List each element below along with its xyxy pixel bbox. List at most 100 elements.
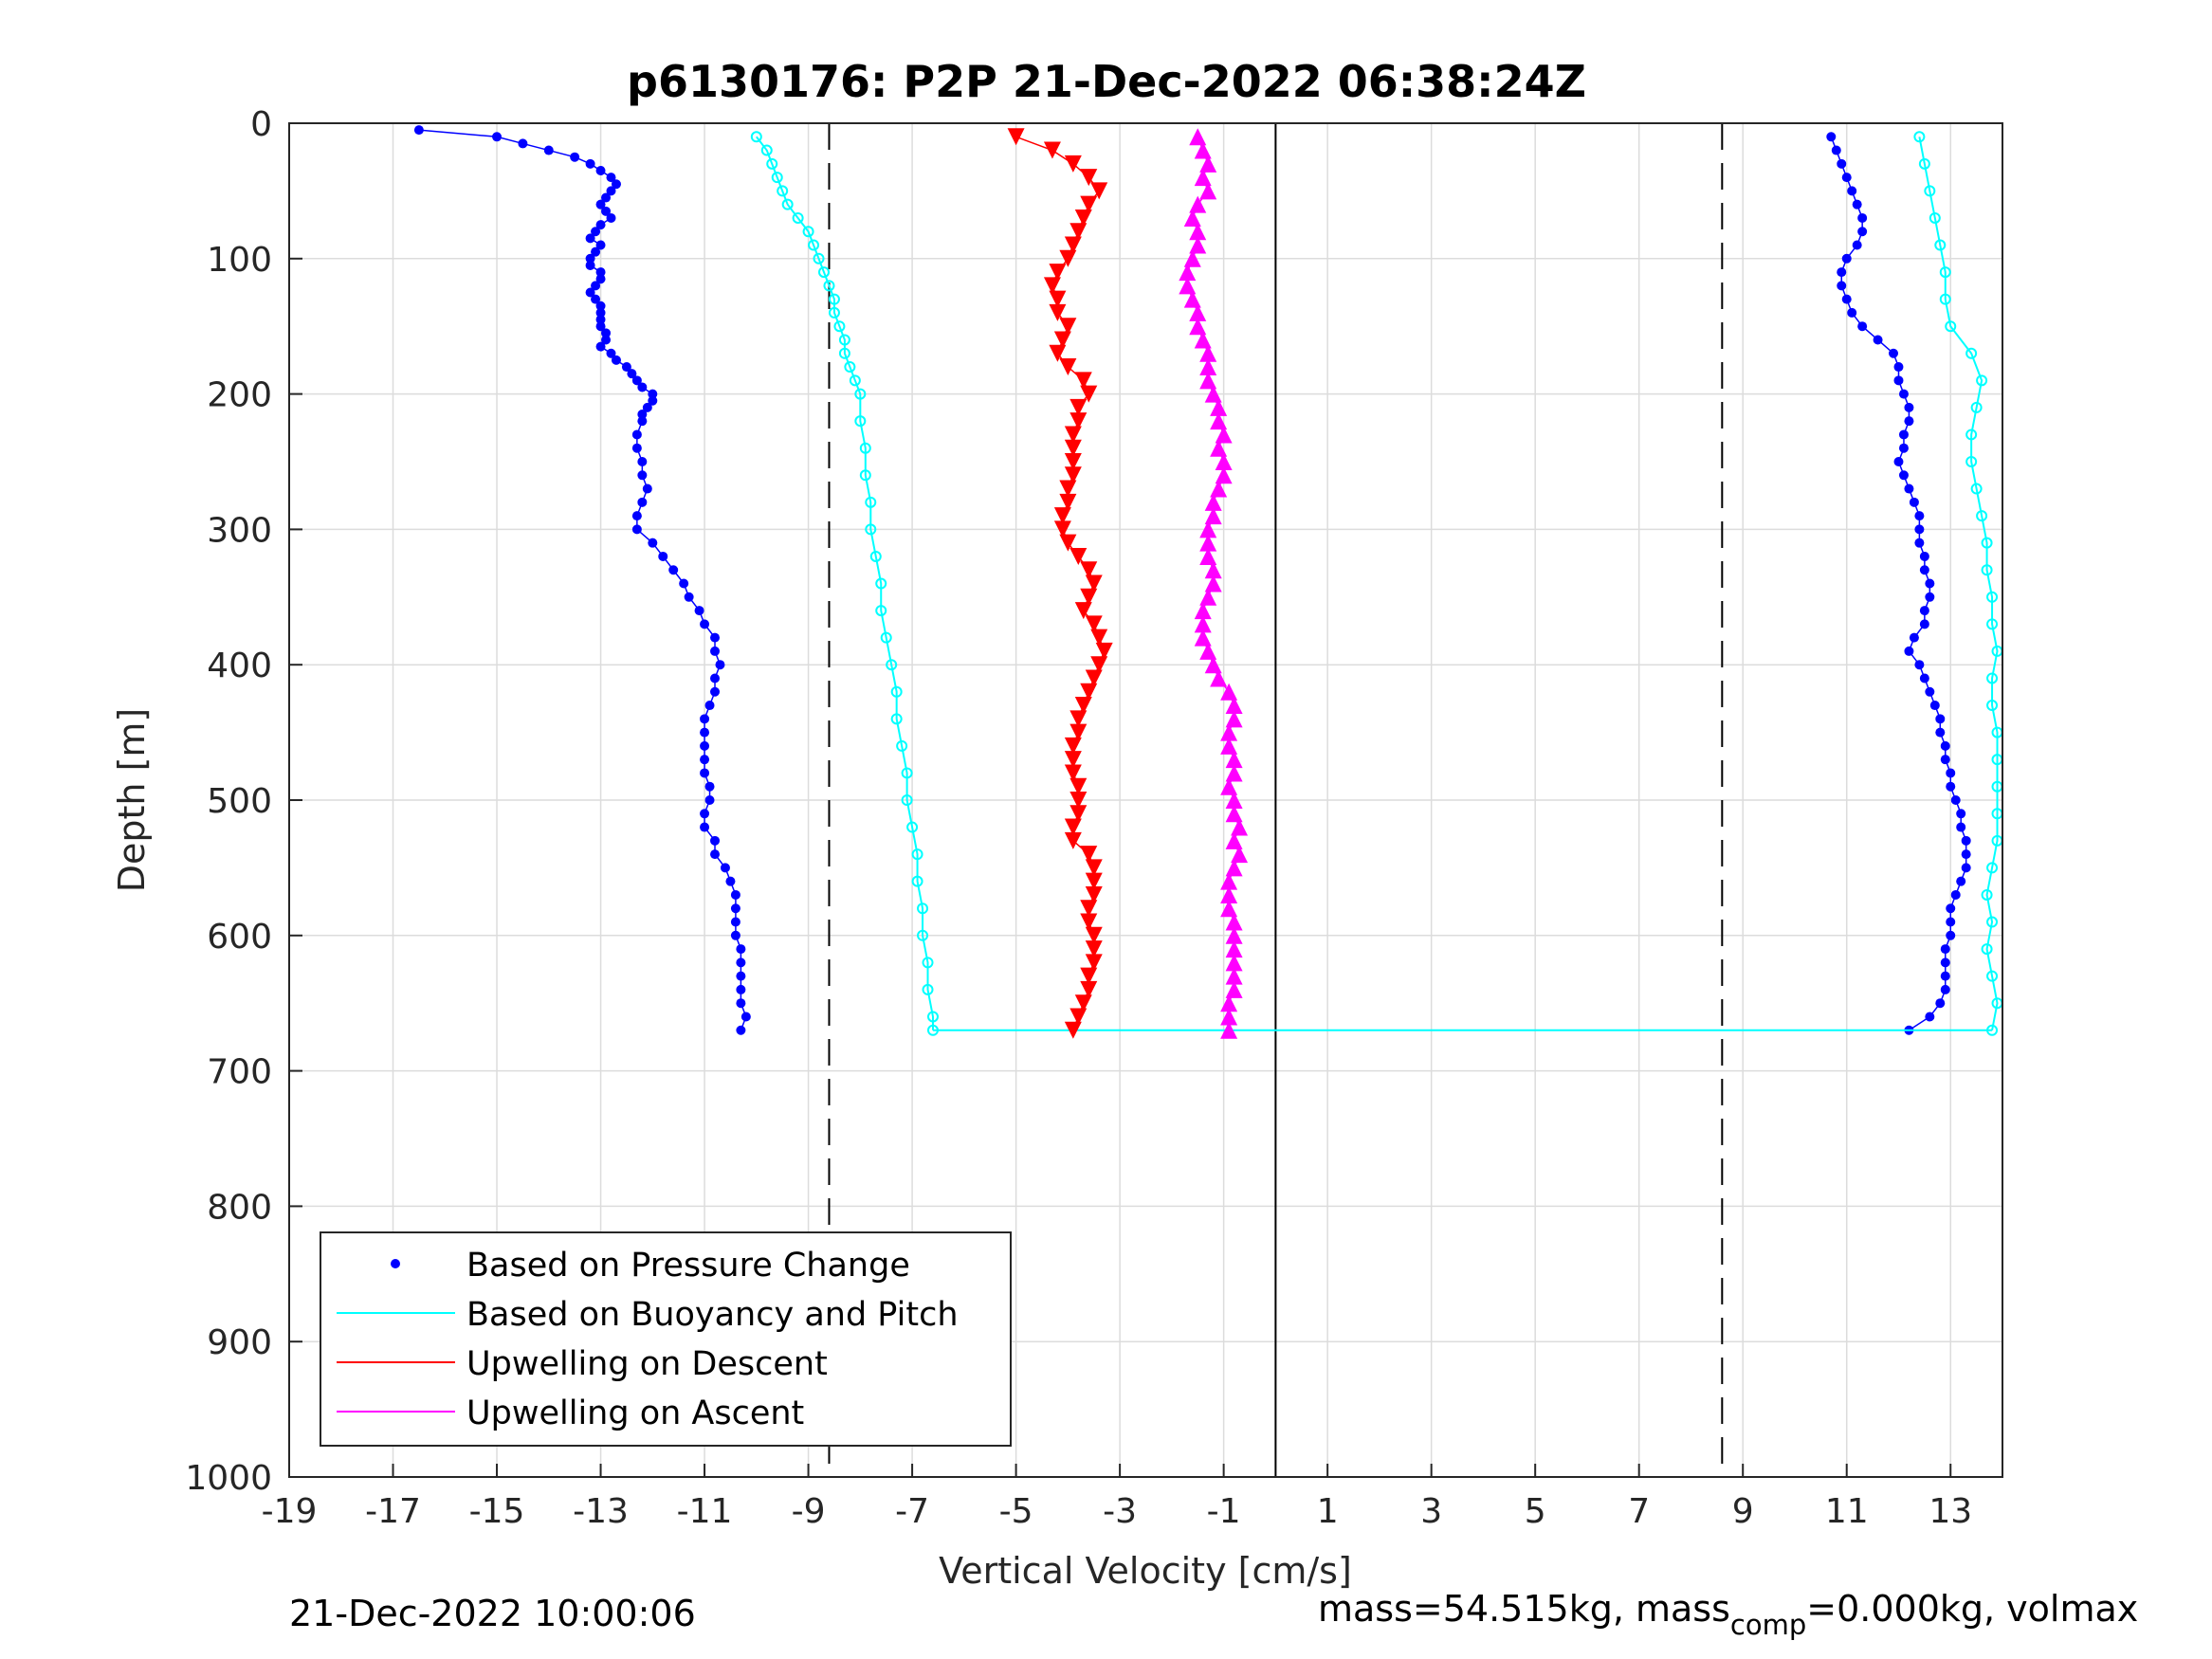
footer-mass-subscript: comp [1730,1609,1806,1641]
pressure-descent-point [710,849,721,860]
pressure-ascent-point [1929,701,1940,711]
pressure-descent-point [684,592,694,602]
upwelling-descent-point [1080,683,1098,701]
upwelling-ascent-point [1199,534,1217,552]
upwelling-ascent-point [1199,588,1217,606]
upwelling-ascent-point [1220,1008,1238,1026]
pressure-ascent-point [1837,281,1847,291]
pressure-ascent-point [1831,145,1841,155]
pressure-ascent-point [1914,511,1925,521]
pressure-ascent-point [1935,727,1946,738]
pressure-ascent-point [1961,835,1971,846]
upwelling-ascent-point [1194,169,1212,187]
pressure-descent-point [704,701,715,711]
upwelling-ascent-point [1220,777,1238,795]
buoyancy-descent-point [859,442,871,454]
footer-mass-info: mass=54.515kg, masscomp=0.000kg, volmax [1318,1588,2138,1641]
legend-box [320,1231,1012,1447]
pressure-ascent-point [1925,1012,1935,1022]
upwelling-descent-point [1085,615,1103,633]
x-tick-label: -1 [1207,1492,1241,1531]
upwelling-ascent-point [1194,141,1212,159]
upwelling-descent-point [1085,885,1103,903]
buoyancy-descent-point [896,739,908,752]
upwelling-descent-point [1069,547,1088,565]
upwelling-ascent-point [1189,303,1207,321]
upwelling-ascent-point [1199,182,1217,200]
upwelling-descent-point [1069,223,1088,241]
pressure-ascent-point [1950,889,1961,900]
upwelling-ascent-point [1189,128,1207,146]
pressure-descent-point [637,410,648,420]
buoyancy-ascent-point [1970,401,1983,413]
pressure-descent-point [736,971,746,981]
pressure-ascent-point [1946,903,1956,914]
upwelling-ascent-point [1189,195,1207,213]
upwelling-ascent-point [1225,859,1243,877]
y-axis-label: Depth [m] [111,708,153,893]
x-tick-label: 3 [1420,1492,1442,1531]
upwelling-ascent-point [1204,385,1222,403]
pressure-ascent-point [1898,429,1909,440]
x-tick-label: 5 [1525,1492,1546,1531]
buoyancy-descent-point [777,185,789,197]
pressure-descent-point [704,795,715,805]
buoyancy-ascent-point [1929,211,1941,224]
pressure-descent-point [694,606,704,616]
upwelling-ascent-point [1183,290,1201,308]
pressure-ascent-point [1841,253,1852,264]
upwelling-ascent-point [1225,764,1243,782]
upwelling-descent-point [1069,398,1088,416]
pressure-descent-point [585,253,595,264]
pressure-descent-point [543,145,554,155]
buoyancy-descent-point [922,957,934,969]
upwelling-ascent-point [1225,805,1243,823]
buoyancy-descent-point [808,239,820,251]
pressure-descent-point [637,416,648,427]
upwelling-descent-point [1064,1021,1082,1039]
buoyancy-descent-point [838,347,850,359]
buoyancy-ascent-point [1965,428,1978,441]
buoyancy-ascent-point [1924,185,1936,197]
pressure-descent-point [518,138,528,149]
buoyancy-ascent-point [1934,239,1947,251]
buoyancy-descent-point [917,929,929,941]
pressure-descent-point [585,260,595,270]
buoyancy-ascent-point [1913,131,1926,143]
pressure-ascent-point [1925,592,1935,602]
pressure-descent-point [611,179,621,190]
upwelling-descent-point [1085,940,1103,958]
upwelling-ascent-point [1199,344,1217,362]
pressure-ascent-point [1946,930,1956,940]
pressure-descent-point [736,1025,746,1035]
y-tick-label: 400 [207,647,272,685]
upwelling-descent-point [1080,967,1098,985]
upwelling-ascent-point [1215,426,1233,444]
pressure-descent-point [710,835,721,846]
pressure-descent-point [637,497,648,507]
pressure-descent-point [736,998,746,1009]
upwelling-descent-point [1085,954,1103,972]
pressure-descent-point [595,274,606,284]
pressure-ascent-point [1946,768,1956,778]
upwelling-descent-point [1080,900,1098,918]
upwelling-descent-point [1095,642,1113,660]
pressure-ascent-point [1857,212,1868,223]
upwelling-ascent-point [1183,249,1201,267]
upwelling-ascent-point [1225,940,1243,958]
buoyancy-descent-point [906,821,919,833]
buoyancy-descent-point [818,266,831,279]
buoyancy-ascent-point [1986,618,1999,630]
x-tick-label: -19 [262,1492,318,1531]
upwelling-ascent-point [1225,697,1243,715]
upwelling-descent-point [1080,169,1098,187]
upwelling-ascent-point [1225,913,1243,931]
y-tick-label: 0 [250,105,272,144]
buoyancy-descent-point [859,469,871,482]
buoyancy-descent-point [865,496,877,508]
pressure-descent-point [601,192,612,203]
pressure-ascent-point [1940,984,1950,994]
pressure-ascent-point [1940,944,1950,955]
upwelling-descent-point [1064,466,1082,484]
